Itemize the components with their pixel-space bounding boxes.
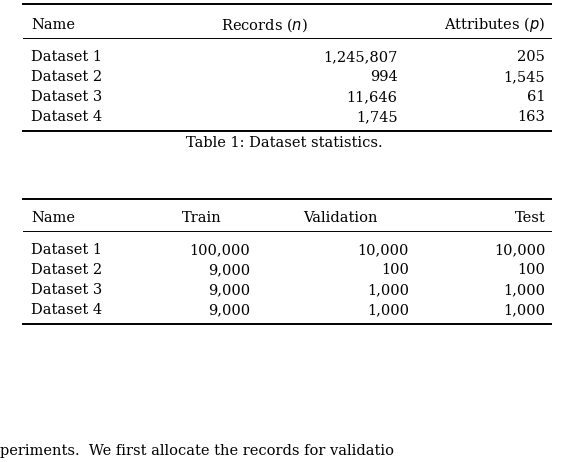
- Text: 10,000: 10,000: [358, 243, 409, 257]
- Text: Name: Name: [31, 18, 75, 32]
- Text: Test: Test: [515, 211, 545, 225]
- Text: Dataset 4: Dataset 4: [31, 110, 102, 124]
- Text: Dataset 4: Dataset 4: [31, 303, 102, 317]
- Text: 9,000: 9,000: [208, 283, 250, 297]
- Text: 1,000: 1,000: [367, 283, 409, 297]
- Text: 100,000: 100,000: [189, 243, 250, 257]
- Text: 9,000: 9,000: [208, 303, 250, 317]
- Text: Train: Train: [182, 211, 222, 225]
- Text: 9,000: 9,000: [208, 263, 250, 277]
- Text: periments.  We first allocate the records for validatio: periments. We first allocate the records…: [0, 444, 394, 458]
- Text: 1,245,807: 1,245,807: [323, 50, 398, 64]
- Text: Dataset 1: Dataset 1: [31, 243, 102, 257]
- Text: Name: Name: [31, 211, 75, 225]
- Text: Dataset 3: Dataset 3: [31, 90, 102, 104]
- Text: 100: 100: [381, 263, 409, 277]
- Text: 10,000: 10,000: [494, 243, 545, 257]
- Text: 1,000: 1,000: [367, 303, 409, 317]
- Text: 163: 163: [517, 110, 545, 124]
- Text: 1,000: 1,000: [503, 283, 545, 297]
- Text: Dataset 2: Dataset 2: [31, 70, 102, 84]
- Text: 100: 100: [517, 263, 545, 277]
- Text: Records ($n$): Records ($n$): [221, 16, 307, 34]
- Text: 1,545: 1,545: [504, 70, 545, 84]
- Text: Attributes ($p$): Attributes ($p$): [444, 15, 545, 35]
- Text: 1,745: 1,745: [356, 110, 398, 124]
- Text: 61: 61: [527, 90, 545, 104]
- Text: Dataset 2: Dataset 2: [31, 263, 102, 277]
- Text: Validation: Validation: [303, 211, 378, 225]
- Text: 205: 205: [517, 50, 545, 64]
- Text: Dataset 3: Dataset 3: [31, 283, 102, 297]
- Text: 994: 994: [370, 70, 398, 84]
- Text: Dataset 1: Dataset 1: [31, 50, 102, 64]
- Text: Table 1: Dataset statistics.: Table 1: Dataset statistics.: [186, 136, 382, 150]
- Text: 1,000: 1,000: [503, 303, 545, 317]
- Text: 11,646: 11,646: [346, 90, 398, 104]
